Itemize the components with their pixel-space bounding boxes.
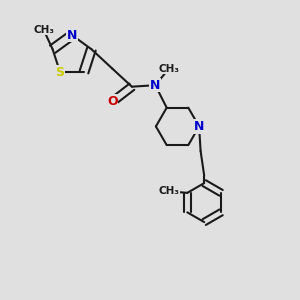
Text: CH₃: CH₃: [159, 186, 180, 197]
Text: S: S: [56, 65, 64, 79]
Text: CH₃: CH₃: [33, 25, 54, 35]
Text: N: N: [150, 79, 160, 92]
Text: CH₃: CH₃: [158, 64, 179, 74]
Text: N: N: [67, 28, 77, 42]
Text: N: N: [194, 120, 204, 133]
Text: O: O: [107, 95, 118, 108]
